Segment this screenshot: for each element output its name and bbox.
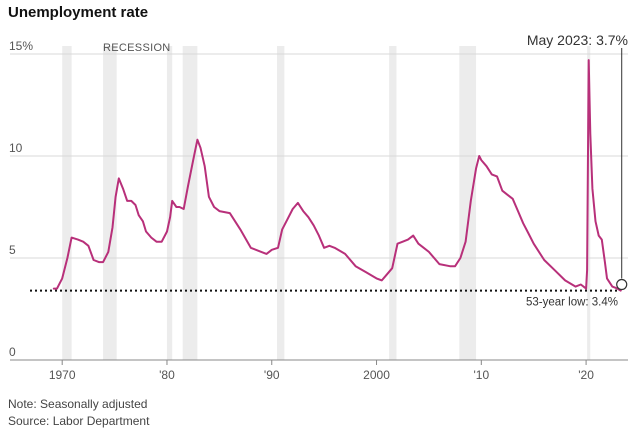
recession-label: RECESSION: [103, 42, 171, 54]
gridlines: [10, 53, 628, 259]
recession-band: [62, 46, 72, 360]
x-tick-label: '20: [578, 368, 594, 382]
axes: [10, 359, 628, 365]
y-tick-label: 10: [9, 141, 23, 155]
series-layer: [52, 59, 623, 292]
latest-annotation: May 2023: 3.7%: [527, 32, 628, 291]
recession-band: [182, 46, 198, 360]
latest-label: May 2023: 3.7%: [527, 32, 628, 48]
x-tick-label: '80: [159, 368, 175, 382]
latest-point-marker: [616, 278, 628, 291]
x-tick-label: '90: [264, 368, 280, 382]
recession-band: [459, 46, 477, 360]
x-tick-label: '10: [473, 368, 489, 382]
chart-title: Unemployment rate: [8, 4, 149, 21]
y-tick-labels: 15% 10 5 0: [9, 39, 33, 359]
recession-band: [587, 46, 591, 360]
y-tick-label: 15%: [9, 39, 33, 53]
y-tick-label: 5: [9, 243, 16, 257]
series-line-unemployment: [52, 59, 623, 292]
x-tick-label: 1970: [49, 368, 76, 382]
x-tick-label: 2000: [363, 368, 390, 382]
low-label: 53-year low: 3.4%: [526, 297, 618, 309]
recession-band: [166, 46, 173, 360]
recession-bands: [62, 46, 591, 360]
recession-band: [389, 46, 397, 360]
recession-band: [103, 46, 117, 360]
note-text: Note: Seasonally adjusted: [8, 397, 148, 411]
chart-notes: Note: Seasonally adjusted Source: Labor …: [8, 396, 149, 430]
x-tick-labels: 1970 '80 '90 2000 '10 '20: [49, 368, 594, 382]
recession-band: [276, 46, 285, 360]
low-annotation: 53-year low: 3.4%: [30, 289, 620, 309]
source-text: Source: Labor Department: [8, 414, 150, 428]
y-tick-label: 0: [9, 345, 16, 359]
